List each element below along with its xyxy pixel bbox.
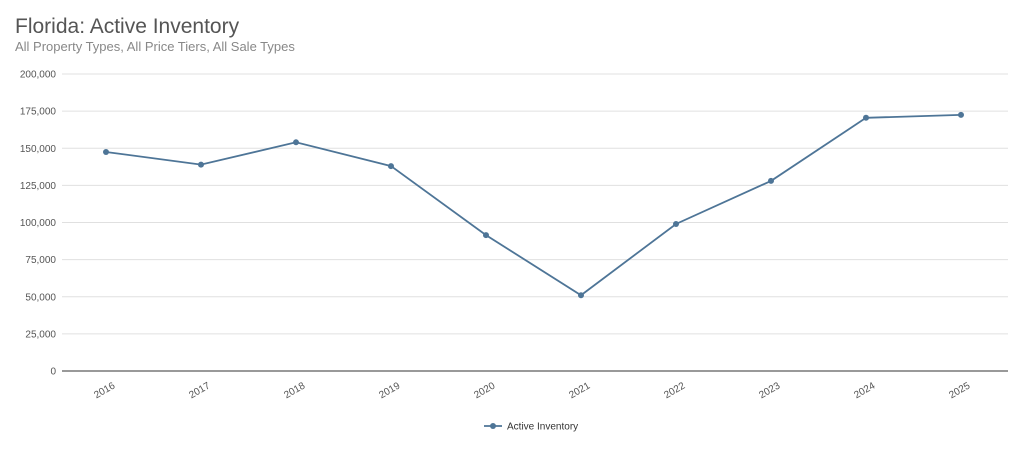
series-layer xyxy=(103,111,964,299)
data-point[interactable] xyxy=(578,292,584,299)
y-tick-label: 175,000 xyxy=(20,107,57,118)
y-tick-label: 25,000 xyxy=(25,329,56,340)
y-tick-label: 50,000 xyxy=(25,292,56,303)
chart-subtitle: All Property Types, All Price Tiers, All… xyxy=(15,39,295,54)
x-tick-label: 2016 xyxy=(92,380,117,401)
data-point[interactable] xyxy=(388,163,394,170)
x-tick-label: 2020 xyxy=(472,380,497,401)
gridlines xyxy=(62,73,1008,335)
legend-marker xyxy=(490,423,496,429)
x-tick-label: 2023 xyxy=(757,380,782,401)
chart-title: Florida: Active Inventory xyxy=(15,15,240,38)
data-point[interactable] xyxy=(293,139,299,146)
y-tick-label: 100,000 xyxy=(20,218,57,229)
data-point[interactable] xyxy=(673,220,679,227)
data-point[interactable] xyxy=(958,111,964,118)
x-tick-label: 2019 xyxy=(377,380,402,401)
x-tick-label: 2024 xyxy=(852,380,877,401)
y-axis: 0 25,000 50,000 75,000 100,000 125,000 150,000… xyxy=(20,70,1008,378)
data-point[interactable] xyxy=(198,161,204,168)
y-tick-label: 200,000 xyxy=(20,70,57,81)
x-tick-label: 2018 xyxy=(282,380,307,401)
x-axis: 2016 2017 2018 2019 2020 2021 2022 2023 2024 2025 xyxy=(92,380,972,401)
data-point[interactable] xyxy=(483,232,489,239)
y-tick-label: 75,000 xyxy=(25,255,56,266)
x-tick-label: 2022 xyxy=(662,380,687,401)
data-point[interactable] xyxy=(103,148,109,155)
x-tick-label: 2017 xyxy=(187,380,212,401)
x-tick-label: 2021 xyxy=(567,380,592,401)
y-tick-label: 150,000 xyxy=(20,144,57,155)
y-tick-label: 125,000 xyxy=(20,181,57,192)
data-point[interactable] xyxy=(768,177,774,184)
legend[interactable]: Active Inventory xyxy=(484,422,578,433)
series-line xyxy=(105,113,962,297)
x-tick-label: 2025 xyxy=(947,380,972,401)
y-tick-label: 0 xyxy=(50,367,56,378)
data-point[interactable] xyxy=(863,114,869,121)
legend-label: Active Inventory xyxy=(507,422,578,433)
